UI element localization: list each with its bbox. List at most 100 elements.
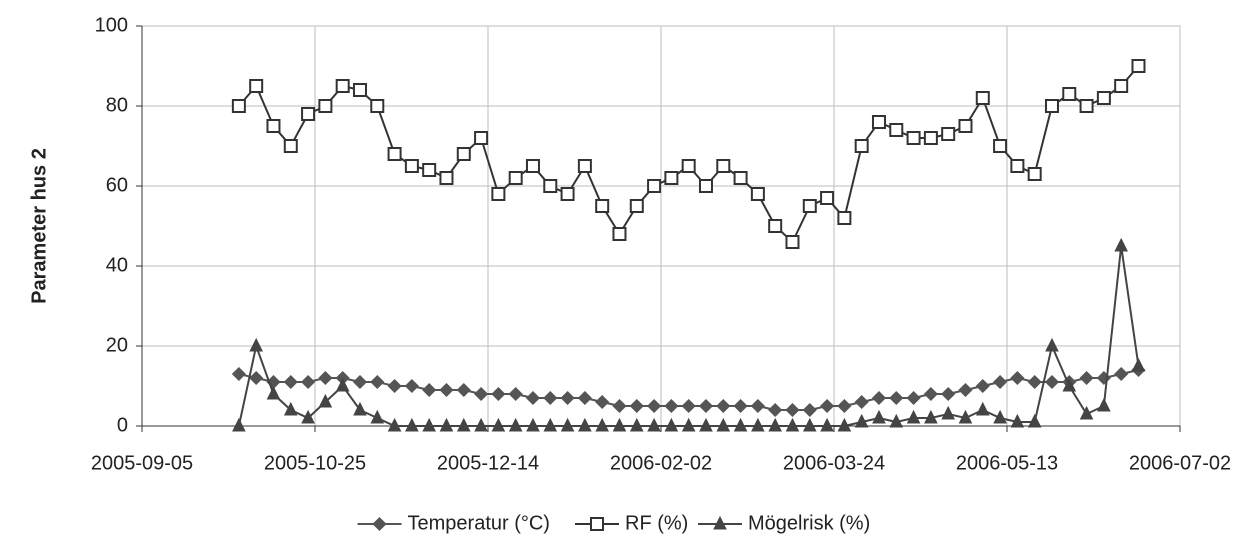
legend-label: Mögelrisk (%)	[748, 512, 870, 534]
data-point	[508, 171, 523, 185]
data-point	[370, 99, 385, 113]
data-point	[543, 179, 558, 193]
data-point	[526, 417, 540, 432]
data-point	[681, 417, 696, 432]
data-point	[560, 187, 575, 201]
data-point	[491, 386, 506, 402]
x-tick-label: 2006-07-02	[1129, 452, 1231, 474]
data-point	[872, 409, 886, 424]
data-point	[629, 199, 644, 213]
data-point	[525, 159, 540, 173]
data-point	[750, 398, 765, 414]
data-point	[231, 366, 246, 382]
data-point	[802, 417, 817, 432]
data-point	[1114, 79, 1129, 93]
data-point	[612, 227, 627, 241]
data-point	[975, 378, 990, 394]
data-point	[820, 398, 835, 414]
data-point	[266, 119, 281, 133]
data-point	[1096, 91, 1111, 105]
data-point	[1079, 405, 1094, 420]
data-point	[647, 179, 662, 193]
data-point	[387, 378, 402, 394]
data-point	[768, 219, 783, 233]
data-point	[993, 139, 1008, 153]
data-point	[924, 409, 938, 424]
data-point	[353, 401, 367, 416]
data-point	[249, 337, 263, 352]
data-point	[301, 374, 316, 390]
data-point	[993, 374, 1008, 390]
data-point	[1097, 397, 1111, 412]
data-point	[560, 390, 575, 406]
y-tick-label: 20	[106, 334, 128, 356]
data-point	[664, 398, 679, 414]
x-tick-label: 2006-05-13	[956, 452, 1058, 474]
data-point	[699, 417, 713, 432]
data-point	[837, 211, 852, 225]
x-tick-label: 2005-10-25	[264, 452, 366, 474]
data-point	[1045, 337, 1059, 352]
legend-marker	[372, 516, 387, 532]
data-point	[837, 417, 852, 432]
data-point	[647, 398, 662, 414]
data-point	[958, 119, 973, 133]
data-point	[249, 79, 264, 93]
data-point	[491, 417, 506, 432]
data-point	[768, 402, 783, 418]
legend-label: Temperatur (°C)	[408, 512, 550, 534]
data-point	[422, 163, 437, 177]
x-tick-label: 2006-02-02	[610, 452, 712, 474]
data-point	[231, 99, 246, 113]
data-point	[993, 409, 1007, 424]
data-point	[352, 83, 367, 97]
data-point	[664, 171, 679, 185]
data-point	[1027, 167, 1042, 181]
data-point	[543, 390, 558, 406]
data-point	[456, 417, 471, 432]
data-point	[474, 417, 488, 432]
data-point	[698, 398, 714, 414]
data-point	[456, 147, 471, 161]
data-point	[837, 398, 852, 414]
data-point	[923, 131, 938, 145]
data-point	[785, 235, 800, 249]
data-point	[1079, 370, 1094, 386]
data-point	[525, 390, 541, 406]
data-point	[301, 107, 316, 121]
data-point	[854, 139, 869, 153]
data-point	[232, 417, 246, 432]
data-point	[906, 409, 921, 424]
data-point	[681, 398, 696, 414]
data-point	[335, 79, 350, 93]
data-point	[889, 123, 904, 137]
data-point	[958, 409, 973, 424]
series-line	[238, 65, 1140, 244]
data-point	[456, 382, 471, 398]
data-point	[318, 393, 333, 408]
data-point	[906, 131, 921, 145]
data-point	[941, 386, 956, 402]
data-point	[301, 409, 315, 424]
data-point	[404, 159, 419, 173]
data-point	[508, 417, 523, 432]
data-point	[820, 191, 835, 205]
data-point	[802, 402, 817, 418]
data-point	[577, 390, 592, 406]
data-point	[871, 115, 886, 129]
data-point	[854, 394, 869, 410]
data-point	[871, 390, 887, 406]
data-point	[1114, 237, 1128, 252]
legend-marker	[590, 517, 604, 531]
x-tick-label: 2005-09-05	[91, 452, 193, 474]
data-point	[1062, 87, 1077, 101]
data-point	[474, 386, 489, 402]
data-point	[716, 398, 731, 414]
data-point	[474, 131, 489, 145]
data-point	[595, 199, 610, 213]
data-point	[387, 417, 402, 432]
data-point	[698, 179, 713, 193]
data-point	[716, 417, 731, 432]
data-point	[439, 382, 454, 398]
